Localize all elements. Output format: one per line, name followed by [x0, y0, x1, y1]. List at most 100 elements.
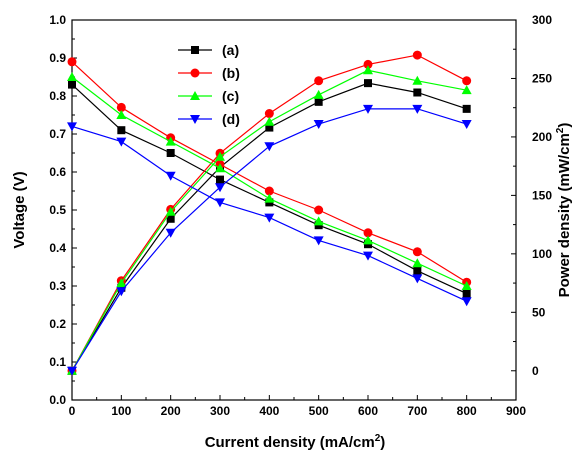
power-point: [462, 76, 472, 86]
y-left-tick-label: 0.6: [49, 165, 66, 179]
power-point: [264, 109, 274, 119]
x-tick-label: 100: [111, 404, 131, 418]
power-point: [67, 366, 77, 376]
voltage-point: [462, 289, 471, 298]
x-tick-label: 900: [506, 404, 526, 418]
y-right-tick-label: 100: [532, 247, 552, 261]
legend: (a) (b) (c) (d): [178, 42, 240, 127]
series-d: [67, 104, 472, 376]
power-point: [166, 214, 175, 223]
series-c: [67, 65, 472, 375]
series-b: [67, 50, 472, 376]
power-point: [116, 287, 127, 297]
y-left-tick-label: 0.2: [49, 317, 66, 331]
power-point: [462, 104, 471, 113]
voltage-point: [165, 136, 176, 146]
power-point: [265, 123, 274, 132]
x-tick-label: 400: [259, 404, 279, 418]
tick-labels: 0 100 200 300 400 500 600 700 800 9000.00.10.20.3…: [49, 13, 552, 418]
voltage-point: [412, 258, 423, 268]
power-point: [412, 50, 422, 60]
voltage-point: [67, 122, 77, 132]
power-point: [313, 89, 324, 99]
voltage-point: [313, 216, 324, 226]
power-point: [165, 228, 176, 238]
voltage-point: [264, 193, 275, 203]
y-right-tick-label: 0: [532, 364, 539, 378]
voltage-point: [413, 266, 422, 275]
power-point: [461, 85, 472, 95]
power-point: [215, 151, 225, 161]
y-left-tick-label: 0.5: [49, 203, 66, 217]
voltage-point: [314, 205, 324, 215]
y-left-tick-label: 0.4: [49, 241, 66, 255]
power-point: [314, 97, 323, 106]
voltage-point: [313, 236, 324, 246]
voltage-point: [363, 251, 373, 261]
y-left-tick-label: 0.9: [49, 51, 66, 65]
voltage-point: [215, 198, 225, 208]
data-series: [67, 50, 472, 376]
y-left-tick-label: 0.7: [49, 127, 66, 141]
y-left-tick-label: 1.0: [49, 13, 66, 27]
y-right-tick-label: 200: [532, 130, 552, 144]
voltage-point: [166, 149, 175, 157]
power-point: [313, 120, 324, 130]
power-point: [363, 104, 373, 114]
legend-marker: [190, 68, 200, 78]
x-tick-label: 0: [69, 404, 76, 418]
voltage-point: [264, 186, 274, 196]
power-point: [412, 75, 423, 85]
y-left-tick-label: 0.8: [49, 89, 66, 103]
power-point: [413, 88, 422, 97]
y-right-tick-label: 250: [532, 71, 552, 85]
x-tick-label: 500: [309, 404, 329, 418]
legend-marker: [191, 46, 199, 54]
legend-label: (d): [222, 111, 240, 127]
power-point: [215, 183, 225, 193]
voltage-point: [68, 80, 76, 89]
legend-marker: [190, 91, 200, 100]
voltage-point: [216, 175, 224, 184]
voltage-point: [116, 137, 127, 147]
power-point: [363, 59, 373, 69]
legend-marker: [190, 115, 200, 124]
x-axis-title: Current density (mA/cm2): [205, 433, 386, 451]
x-tick-label: 300: [210, 404, 230, 418]
x-tick-label: 700: [407, 404, 427, 418]
legend-label: (a): [222, 42, 239, 58]
power-point: [461, 120, 472, 130]
voltage-point: [363, 228, 373, 238]
voltage-point: [412, 247, 422, 257]
voltage-point: [165, 171, 176, 181]
x-tick-label: 200: [161, 404, 181, 418]
x-tick-label: 800: [457, 404, 477, 418]
power-point: [363, 65, 373, 75]
power-point: [364, 79, 372, 88]
legend-label: (b): [222, 65, 240, 81]
axes-frame: [71, 19, 517, 401]
legend-label: (c): [222, 88, 239, 104]
y-axis-left-title: Voltage (V): [11, 171, 28, 248]
voltage-point: [264, 213, 275, 223]
y-right-tick-label: 300: [532, 13, 552, 27]
y-axis-right-title: Power density (mW/cm2): [555, 123, 573, 298]
y-left-tick-label: 0.3: [49, 279, 66, 293]
voltage-point: [117, 126, 126, 135]
voltage-point: [215, 163, 225, 173]
voltage-point: [116, 102, 126, 112]
y-left-tick-label: 0.0: [49, 393, 66, 407]
x-tick-label: 600: [358, 404, 378, 418]
voltage-point: [461, 297, 472, 307]
y-right-tick-label: 150: [532, 188, 552, 202]
power-point: [264, 116, 275, 126]
voltage-line: [71, 61, 467, 283]
power-point: [165, 206, 176, 216]
power-point: [264, 142, 275, 152]
voltage-point: [67, 57, 77, 67]
voltage-point: [363, 235, 373, 245]
y-right-tick-label: 50: [532, 305, 546, 319]
power-line: [71, 54, 467, 372]
voltage-point: [116, 110, 127, 119]
voltage-point: [461, 281, 472, 290]
